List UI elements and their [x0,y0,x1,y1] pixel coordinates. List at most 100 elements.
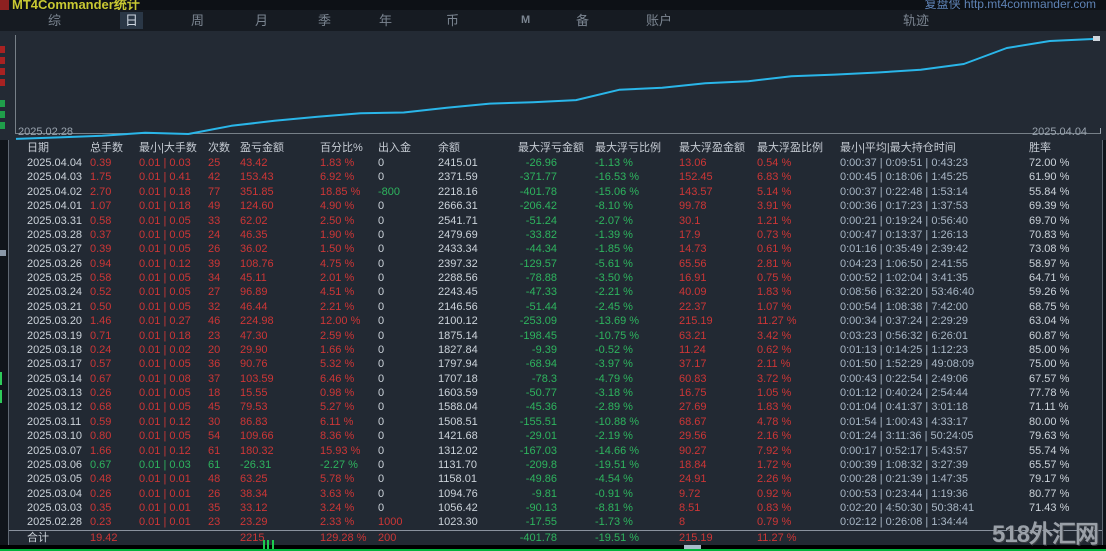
cell [135,529,205,546]
menu-item-3[interactable]: 周 [191,13,205,28]
table-row[interactable]: 2025.04.04 0.39 0.01 | 0.03 25 43.42 1.83 % 0 2… [9,156,1102,170]
cell: 0.01 | 0.18 [139,185,191,198]
left-edge-mark [0,250,6,256]
table-row[interactable]: 2025.03.11 0.59 0.01 | 0.12 30 86.83 6.11 % 0 1… [9,415,1102,429]
table-row[interactable]: 2025.03.21 0.50 0.01 | 0.05 32 46.44 2.21 % 0 2… [9,300,1102,314]
table-row[interactable]: 2025.04.01 1.07 0.01 | 0.18 49 124.60 4.90 % 0… [9,199,1102,213]
table-row[interactable]: 2025.03.13 0.26 0.01 | 0.05 18 15.55 0.98 % 0 1… [9,386,1102,400]
cell: 68.75 % [1029,300,1070,313]
table-row[interactable]: 2025.03.24 0.52 0.01 | 0.05 27 96.89 4.51 % 0 2… [9,285,1102,299]
column-header[interactable]: 最小|平均|最大持仓时间 [840,142,956,154]
menu-item-8[interactable]: M [521,14,531,26]
menu-item-11[interactable]: 轨迹 [903,13,930,28]
menu-item-4[interactable]: 月 [255,13,269,28]
table-row[interactable]: 2025.03.27 0.39 0.01 | 0.05 26 36.02 1.50 % 0 2… [9,242,1102,256]
cell: -78.88 [525,272,557,285]
column-header[interactable]: 最大浮盈比例 [757,142,823,154]
cell: 0.01 | 0.12 [139,444,191,457]
column-header[interactable]: 日期 [27,142,49,154]
menu-item-1[interactable]: 综 [48,13,62,28]
cell: -51.44 [525,300,557,313]
column-header[interactable]: 最大浮盈金额 [679,142,745,154]
cell: 2025.03.11 [27,415,82,428]
table-row[interactable]: 2025.03.12 0.68 0.01 | 0.05 45 79.53 5.27 % 0 1… [9,400,1102,414]
table-row[interactable]: 2025.03.04 0.26 0.01 | 0.01 26 38.34 3.63 % 0 1… [9,487,1102,501]
cell: 0.01 | 0.05 [139,286,191,299]
table-row[interactable]: 2025.04.02 2.70 0.01 | 0.18 77 351.85 18.85 %… [9,185,1102,199]
table-row[interactable]: 2025.03.20 1.46 0.01 | 0.27 46 224.98 12.00 %… [9,314,1102,328]
cell: -371.77 [519,171,557,184]
cell: -4.54 % [595,473,633,486]
cell: 16.75 [679,387,707,400]
cell: 58.97 % [1029,257,1070,270]
cell: 0:00:37 | 0:09:51 | 0:43:23 [840,157,969,170]
cell: -2.19 % [595,430,633,443]
cell: 0.61 % [757,243,792,256]
cell: 37.17 [679,358,707,371]
table-row[interactable]: 2025.03.18 0.24 0.01 | 0.02 20 29.90 1.66 % 0 1… [9,343,1102,357]
table-row[interactable]: 2025.03.10 0.80 0.01 | 0.05 54 109.66 8.36 % 0… [9,429,1102,443]
table-row[interactable]: 2025.03.19 0.71 0.01 | 0.18 23 47.30 2.59 % 0 1… [9,329,1102,343]
vendor-link[interactable]: 复盘侠 http.mt4commander.com [924,0,1096,10]
cell: 79.63 % [1029,430,1070,443]
table-row[interactable]: 2025.03.14 0.67 0.01 | 0.08 37 103.59 6.46 % 0… [9,372,1102,386]
menu-item-6[interactable]: 年 [379,13,393,28]
table-row[interactable]: 2025.03.17 0.57 0.01 | 0.05 36 90.76 5.32 % 0 1… [9,357,1102,371]
cell: 0.68 [90,401,112,414]
column-header[interactable]: 最大浮亏金额 [518,142,584,154]
table-row[interactable]: 2025.03.25 0.58 0.01 | 0.05 34 45.11 2.01 % 0 2… [9,271,1102,285]
cell: -2.27 % [320,458,358,471]
cell: 0:01:24 | 3:11:36 | 50:24:05 [840,430,974,443]
cell: 85.00 % [1029,343,1070,356]
column-header[interactable]: 盈亏金额 [240,142,284,154]
cell: 0:08:56 | 6:32:20 | 53:46:40 [840,286,975,299]
column-header[interactable]: 余额 [438,142,460,154]
column-header[interactable]: 最小|大手数 [139,142,197,154]
cell: 1.90 % [320,228,355,241]
column-header[interactable]: 总手数 [90,142,123,154]
cell: 55.74 % [1029,444,1070,457]
menu-item-7[interactable]: 币 [446,13,460,28]
cell: 18 [208,387,221,400]
total-row[interactable]: 合计 19.42 2215 129.28 % 200 -401.78 -19.51 % 215… [9,529,1102,546]
table-row[interactable]: 2025.03.07 1.66 0.01 | 0.12 61 180.32 15.93 %… [9,444,1102,458]
cell: 4.90 % [320,200,355,213]
cell: -47.33 [525,286,557,299]
cell: 54 [208,430,221,443]
cell: -68.94 [525,358,557,371]
cell: -90.13 [525,502,557,515]
cell: 12.00 % [320,315,361,328]
table-row[interactable]: 2025.03.28 0.37 0.01 | 0.05 24 46.35 1.90 % 0 2… [9,228,1102,242]
table-row[interactable]: 2025.02.28 0.23 0.01 | 0.01 23 23.29 2.33 % 10… [9,515,1102,530]
column-header[interactable]: 次数 [208,142,230,154]
table-row[interactable]: 2025.03.05 0.48 0.01 | 0.01 48 63.25 5.78 % 0 1… [9,472,1102,486]
column-header[interactable]: 出入金 [378,142,411,154]
chart-end-date: 2025.04.04 [1032,126,1088,138]
menu-item-9[interactable]: 备 [576,13,590,28]
column-header[interactable]: 最大浮亏比例 [595,142,661,154]
cell: 0 [378,272,385,285]
column-header[interactable]: 百分比% [320,142,363,154]
cell: -2.89 % [595,401,633,414]
cell: 2025.03.13 [27,387,83,400]
cell: 60.87 % [1029,329,1070,342]
menu-bar: 综 日 周 月 季 年 币 M 备 账户 轨迹 [0,10,1106,31]
table-row[interactable]: 2025.03.06 0.67 0.01 | 0.03 61 -26.31 -2.27 %… [9,458,1102,472]
column-header[interactable]: 胜率 [1029,142,1051,154]
cell: 1588.04 [438,401,478,414]
cell: 60.83 [679,372,707,385]
cell: -44.34 [525,243,557,256]
left-edge-mark [0,111,5,118]
table-row[interactable]: 2025.03.31 0.58 0.01 | 0.05 33 62.02 2.50 % 0 2… [9,214,1102,228]
table-row[interactable]: 2025.04.03 1.75 0.01 | 0.41 42 153.43 6.92 % 0… [9,170,1102,184]
menu-item-2[interactable]: 日 [120,12,144,29]
cell: 0 [378,228,385,241]
cell: 0.01 | 0.05 [139,228,191,241]
cell: 1.46 [90,315,112,328]
table-row[interactable]: 2025.03.03 0.35 0.01 | 0.01 35 33.12 3.24 % 0 1… [9,501,1102,515]
menu-item-10[interactable]: 账户 [646,13,673,28]
cell: 0.01 | 0.05 [139,430,191,443]
menu-item-5[interactable]: 季 [318,13,332,28]
cell: 48 [208,473,221,486]
table-row[interactable]: 2025.03.26 0.94 0.01 | 0.12 39 108.76 4.75 % 0… [9,257,1102,271]
